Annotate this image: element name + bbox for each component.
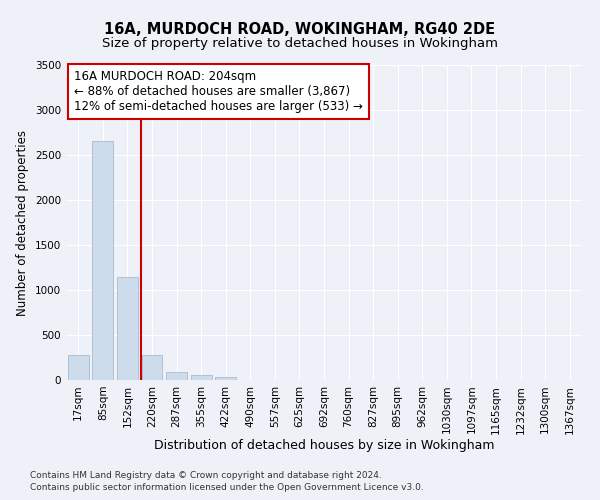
Bar <box>117 276 138 380</box>
Text: 16A, MURDOCH ROAD, WOKINGHAM, RG40 2DE: 16A, MURDOCH ROAD, WOKINGHAM, RG40 2DE <box>104 22 496 38</box>
Bar <box>92 142 113 380</box>
Bar <box>68 355 89 380</box>
Text: Contains HM Land Registry data © Crown copyright and database right 2024.: Contains HM Land Registry data © Crown c… <box>30 471 382 480</box>
Bar <box>142 355 163 380</box>
X-axis label: Distribution of detached houses by size in Wokingham: Distribution of detached houses by size … <box>154 439 494 452</box>
Bar <box>215 378 236 380</box>
Text: Contains public sector information licensed under the Open Government Licence v3: Contains public sector information licen… <box>30 484 424 492</box>
Text: Size of property relative to detached houses in Wokingham: Size of property relative to detached ho… <box>102 38 498 51</box>
Bar <box>166 372 187 380</box>
Y-axis label: Number of detached properties: Number of detached properties <box>16 130 29 316</box>
Text: 16A MURDOCH ROAD: 204sqm
← 88% of detached houses are smaller (3,867)
12% of sem: 16A MURDOCH ROAD: 204sqm ← 88% of detach… <box>74 70 362 112</box>
Bar <box>191 375 212 380</box>
